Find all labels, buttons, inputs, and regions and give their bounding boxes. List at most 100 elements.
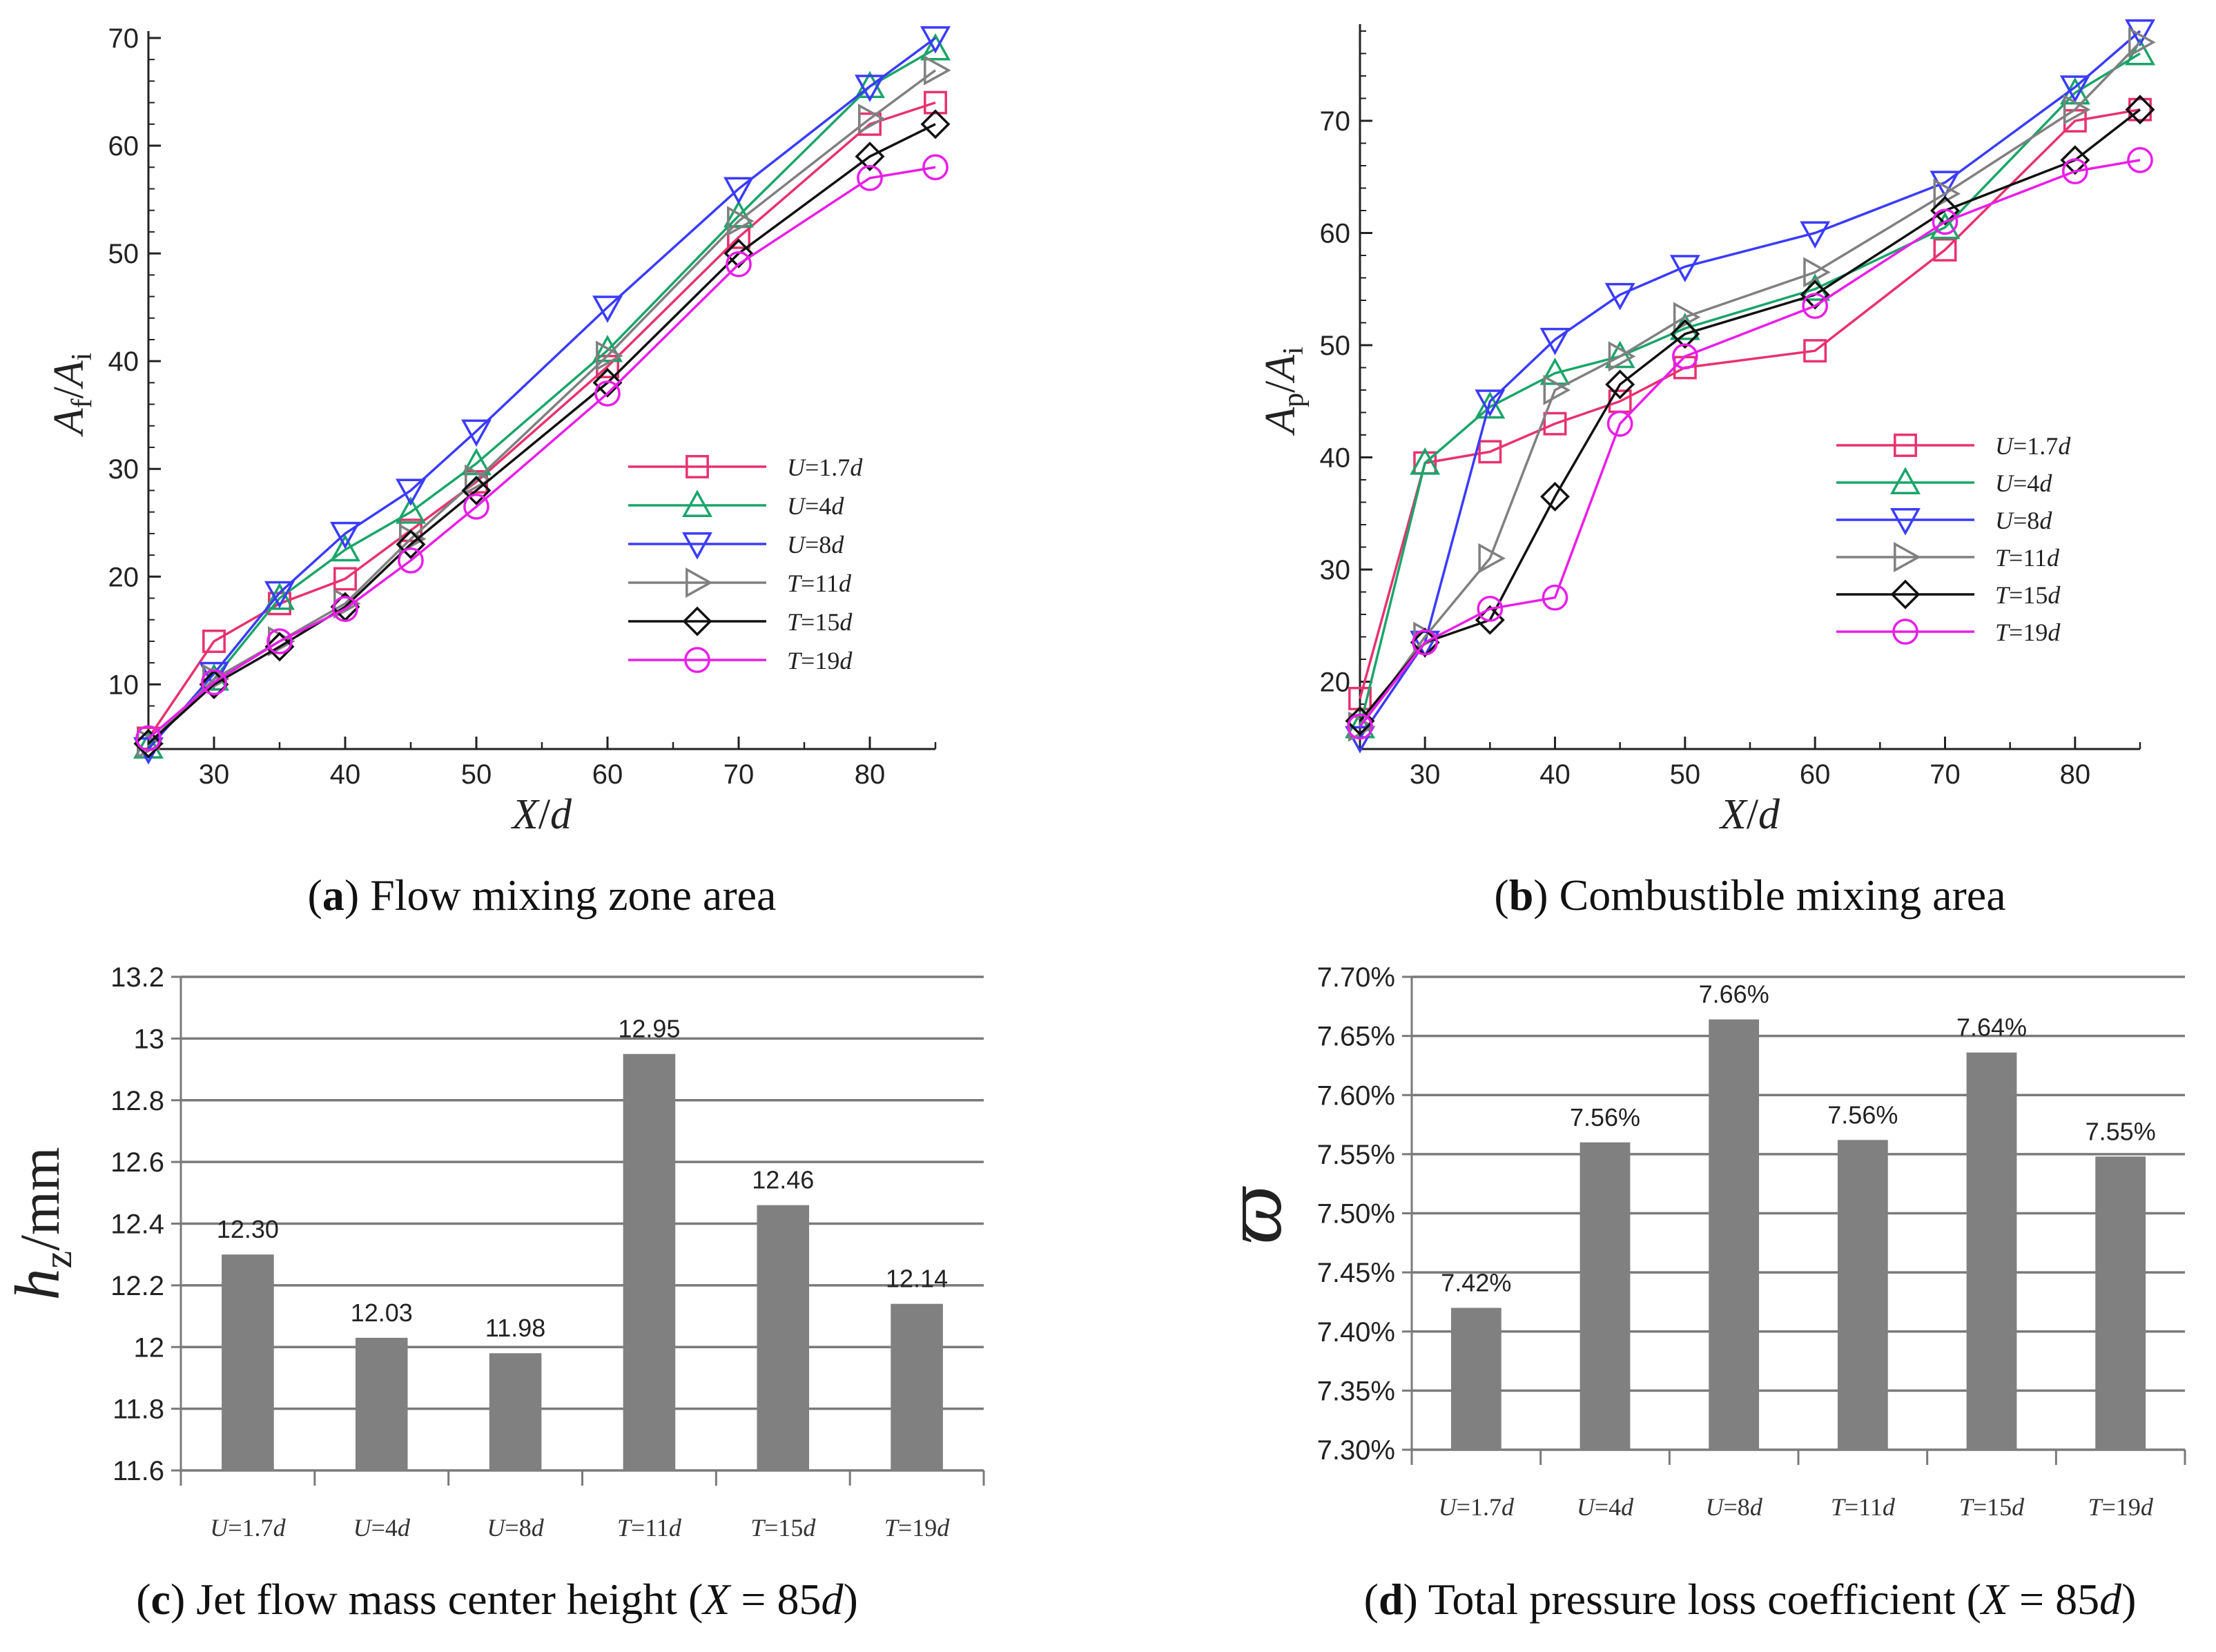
y-axis-label: Ap/Ai <box>1257 347 1310 436</box>
data-label: 12.14 <box>886 1265 948 1293</box>
y-tick-label: 7.30% <box>1317 1435 1395 1466</box>
category-label: T=19d <box>884 1514 950 1542</box>
data-point <box>855 75 885 102</box>
caption: (b) Combustible mixing area <box>1494 871 2005 920</box>
category-label: U=4d <box>1577 1493 1634 1521</box>
series-T=15d <box>1345 95 2155 736</box>
y-tick-label: 40 <box>108 347 139 377</box>
legend-label: U=4d <box>1995 469 2052 497</box>
legend-marker <box>1890 579 1921 610</box>
legend-marker <box>1890 467 1921 494</box>
x-tick-label: 30 <box>199 759 230 790</box>
data-point <box>1608 341 1636 372</box>
series-T=19d <box>135 154 949 752</box>
data-point <box>2063 94 2091 125</box>
data-label: 12.46 <box>752 1166 814 1194</box>
data-point <box>857 165 883 191</box>
bar <box>2095 1156 2146 1450</box>
data-point <box>1542 584 1568 611</box>
data-point <box>1604 282 1635 311</box>
series-line <box>147 123 936 745</box>
data-point <box>727 206 755 237</box>
x-tick-label: 60 <box>592 759 623 790</box>
data-point <box>1802 293 1829 319</box>
y-tick-label: 30 <box>108 454 139 485</box>
series-line <box>1359 41 2141 728</box>
data-point <box>855 70 885 99</box>
data-point <box>723 238 754 269</box>
series-line <box>1359 30 2141 739</box>
y-axis-label: hz/mm <box>2 1147 80 1300</box>
data-point <box>332 596 358 622</box>
y-tick-label: 7.45% <box>1317 1258 1395 1288</box>
data-point <box>723 177 754 205</box>
data-point <box>396 478 426 507</box>
y-axis-label: ϖ <box>1207 1185 1299 1244</box>
legend-label: U=4d <box>787 492 844 520</box>
data-point <box>855 142 885 172</box>
data-point <box>330 521 360 550</box>
data-label: 12.03 <box>351 1299 413 1327</box>
data-point <box>920 26 951 54</box>
legend-marker <box>682 489 712 517</box>
legend-marker <box>1894 542 1921 572</box>
legend-marker <box>1892 619 1918 645</box>
y-tick-label: 60 <box>1320 219 1351 249</box>
y-tick-label: 7.70% <box>1317 962 1395 993</box>
data-point <box>1540 481 1570 512</box>
x-tick-label: 70 <box>723 759 755 790</box>
data-point <box>266 628 293 654</box>
chart-d: 7.30% 7.35% 7.40% 7.45% 7.50% 7.55% 7.60% 7.65%… <box>1207 962 2186 1521</box>
data-point <box>135 725 162 752</box>
x-tick-label: 80 <box>2060 759 2091 790</box>
y-tick-label: 13 <box>134 1024 165 1054</box>
x-tick-label: 50 <box>1670 759 1701 790</box>
data-point <box>592 367 623 398</box>
data-point <box>922 154 949 181</box>
data-point <box>264 581 295 609</box>
x-tick-label: 40 <box>330 759 361 790</box>
y-tick-label: 13.2 <box>110 962 164 993</box>
series-line <box>1359 52 2141 727</box>
data-point <box>1670 319 1700 349</box>
y-tick-label: 11.6 <box>113 1456 164 1486</box>
series-line <box>1359 108 2141 722</box>
y-tick-label: 7.55% <box>1317 1140 1395 1170</box>
chart-b: 30 40 50 60 70 80203040506070X/dAp/AiU=1.7dU=… <box>1257 19 2156 838</box>
bar <box>623 1053 676 1470</box>
legend-label: U=1.7d <box>1995 432 2071 460</box>
series-line <box>147 37 937 750</box>
data-point <box>1800 280 1830 310</box>
y-tick-label: 7.40% <box>1317 1317 1395 1348</box>
y-tick-label: 12 <box>134 1332 165 1363</box>
data-point <box>133 728 164 759</box>
legend-label: T=19d <box>787 647 853 674</box>
data-point <box>2128 27 2156 58</box>
legend-label: U=8d <box>1995 507 2052 534</box>
data-point <box>1803 257 1831 288</box>
bar <box>1966 1052 2017 1450</box>
data-label: 11.98 <box>485 1314 545 1342</box>
bar <box>891 1303 943 1470</box>
data-label: 12.95 <box>618 1015 680 1043</box>
legend-label: T=11d <box>787 570 852 597</box>
data-point <box>396 529 426 559</box>
category-label: U=4d <box>353 1514 411 1542</box>
data-point <box>2128 97 2152 122</box>
category-label: T=11d <box>617 1514 682 1542</box>
data-point <box>1669 255 1700 282</box>
data-point <box>2059 75 2090 103</box>
x-tick-label: 50 <box>461 759 492 790</box>
data-label: 7.42% <box>1441 1269 1511 1297</box>
category-label: T=19d <box>2088 1493 2153 1521</box>
bar <box>489 1353 542 1470</box>
data-point <box>1347 713 1373 740</box>
data-label: 7.56% <box>1827 1100 1898 1129</box>
y-tick-label: 70 <box>1320 106 1351 137</box>
series-line <box>147 69 937 745</box>
x-tick-label: 70 <box>1930 759 1961 790</box>
data-point <box>2125 95 2155 125</box>
data-point <box>1478 440 1502 464</box>
bar <box>355 1337 408 1470</box>
